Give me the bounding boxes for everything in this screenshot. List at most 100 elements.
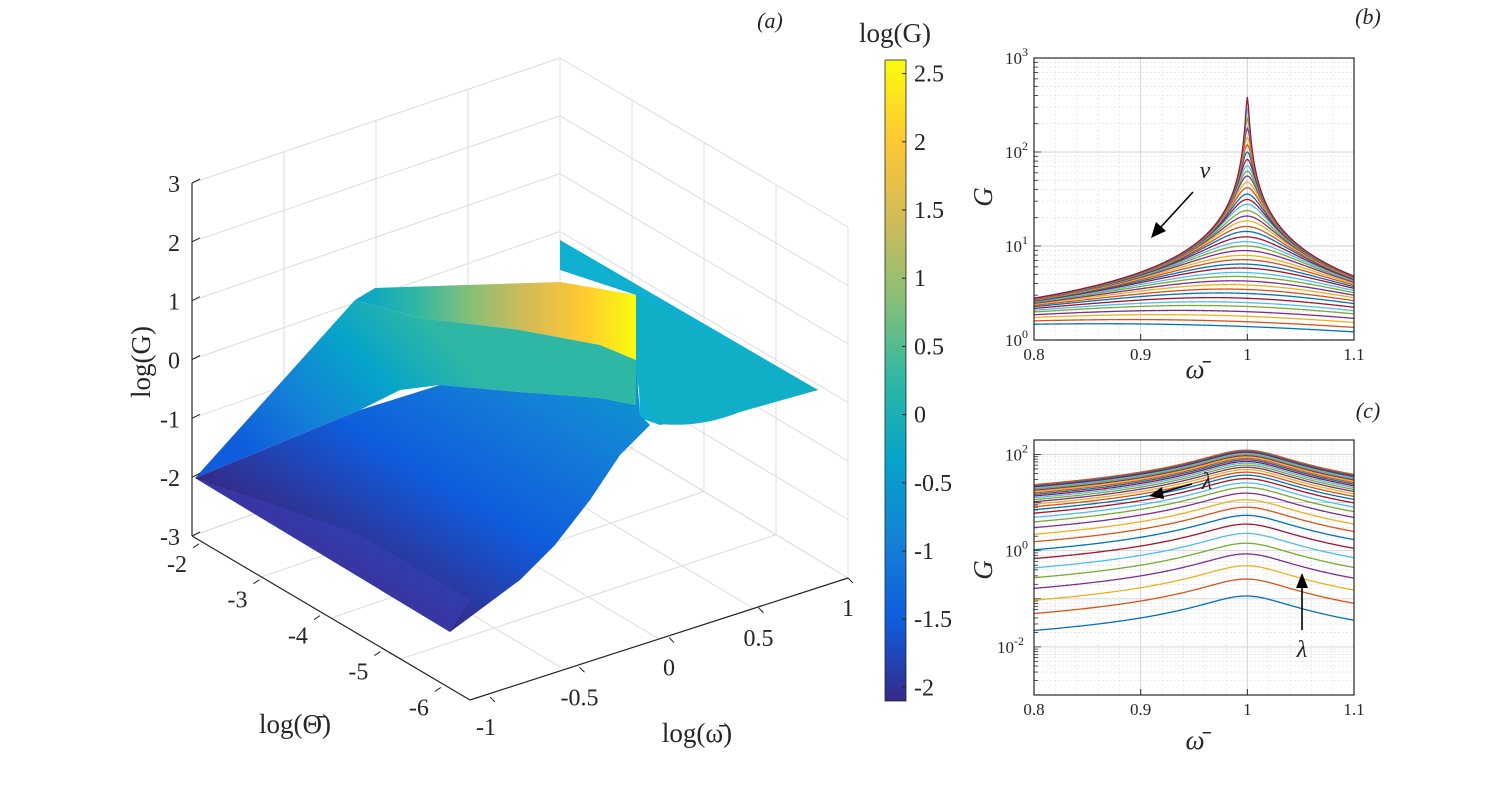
panel-b-series-line (1034, 296, 1354, 310)
colorbar: 2.5 2 1.5 1 0.5 0 -0.5 -1 -1.5 -2 log(G) (859, 18, 952, 702)
z-tick-mark (191, 531, 201, 537)
panel-c-series-line (1034, 471, 1354, 508)
colorbar-tick-label: -1 (914, 539, 934, 565)
panel-b-series-line (1034, 304, 1354, 315)
panel-c-series-line (1034, 578, 1354, 615)
nu-arrow (1151, 191, 1194, 238)
y-tick-base: 10 (1005, 143, 1022, 162)
theta-axis-label: log(Θ̄) (259, 709, 331, 739)
surface-slope (195, 300, 636, 478)
y-tick-label: 100 (1005, 327, 1028, 350)
colorbar-tick-label: 0.5 (914, 334, 944, 360)
omega-tick-label: 1 (842, 596, 854, 622)
panel-b-x-ticks: 0.8 0.9 1 1.1 (1023, 334, 1365, 364)
omega-tick-label: -0.5 (561, 685, 599, 711)
panel-c-series-line (1034, 486, 1354, 523)
y-tick-base: 10 (997, 638, 1014, 657)
panel-b-series-line (1034, 275, 1354, 304)
omega-tick-label: 0 (663, 656, 675, 682)
theta-tick-mark (313, 615, 321, 621)
panel-c-series-line (1034, 468, 1354, 505)
panel-c-series-line (1034, 460, 1354, 497)
colorbar-ticks: 2.5 2 1.5 1 0.5 0 -0.5 -1 -1.5 -2 (902, 62, 952, 701)
panel-c-series-line (1034, 455, 1354, 491)
z-axis-label: log(G) (126, 326, 156, 398)
theta-tick-mark (374, 651, 381, 656)
x-tick-label: 1 (1243, 345, 1252, 364)
panel-b-series-line (1034, 96, 1354, 299)
panel-b-series-line (1034, 292, 1354, 308)
panel-c-series-line (1034, 462, 1354, 499)
omega-axis-label: log(ω̄) (662, 718, 732, 748)
panel-b-series-line (1034, 267, 1354, 302)
z-tick-mark (191, 296, 201, 302)
y-tick-label: 103 (1005, 45, 1028, 68)
y-tick-base: 10 (1005, 331, 1022, 350)
theta-tick-label: -4 (288, 624, 308, 650)
y-tick-base: 10 (1005, 542, 1022, 561)
panel-b-series-line (1034, 263, 1354, 302)
x-tick-label: 0.8 (1023, 345, 1044, 364)
lambda-annotation-top: λ (1201, 469, 1212, 495)
panel-c-series-line (1034, 595, 1354, 632)
omega-tick-label: 0.5 (744, 626, 774, 652)
z-tick-label: -3 (160, 525, 180, 551)
y-tick-label: 10-2 (997, 634, 1024, 657)
panel-c-series-line (1034, 492, 1354, 529)
panel-c-series-line (1034, 499, 1354, 535)
colorbar-tick-label: -2 (914, 675, 934, 701)
z-tick-mark (191, 178, 201, 184)
panel-b-series-line (1034, 288, 1354, 307)
x-tick-label: 0.9 (1130, 700, 1151, 719)
omega-tick-mark (847, 577, 854, 584)
lambda-annotation-bottom: λ (1296, 637, 1307, 663)
y-tick-exp: 3 (1022, 45, 1028, 59)
y-tick-label: 100 (1005, 538, 1028, 561)
panel-b-series-line (1034, 280, 1354, 304)
panel-c-tag: (c) (1356, 398, 1380, 423)
x-tick-label: 0.9 (1130, 345, 1151, 364)
panel-c-series-line (1034, 459, 1354, 496)
theta-tick-label: -6 (409, 695, 429, 721)
panel-c-series-line (1034, 523, 1354, 560)
z-axis-ticks: 3 2 1 0 -1 -2 -3 (160, 172, 201, 551)
panel-b-frame (1033, 57, 1355, 341)
panel-c-series-line (1034, 457, 1354, 494)
omega-tick-mark (489, 696, 496, 703)
nu-annotation: ν (1200, 158, 1211, 184)
panel-c-series-line (1034, 449, 1354, 486)
omega-tick-mark (758, 607, 764, 614)
omega-tick-mark (668, 637, 675, 643)
z-tick-label: 2 (168, 231, 180, 257)
surface-mesh (195, 240, 818, 632)
surface-front-face (195, 360, 650, 632)
panel-c-series-line (1034, 532, 1354, 569)
panel-b-x-label: ω̄ (1185, 354, 1211, 384)
panel-c-x-label: ω̄ (1185, 725, 1211, 755)
panel-c-series-line (1034, 474, 1354, 511)
y-tick-base: 10 (1005, 445, 1022, 464)
lambda-arrow-top (1149, 483, 1193, 499)
colorbar-gradient (884, 59, 907, 702)
panel-c-x-ticks: 0.8 0.9 1 1.1 (1023, 689, 1365, 719)
theta-axis-ticks: -2 -3 -4 -5 -6 (167, 543, 442, 721)
colorbar-tick-label: 2 (914, 130, 926, 156)
panel-b-series-line (1034, 323, 1354, 333)
theta-tick-label: -5 (348, 660, 368, 686)
theta-tick-mark (434, 687, 442, 692)
colorbar-tick-label: 1 (914, 266, 926, 292)
z-tick-mark (191, 413, 201, 419)
y-tick-label: 102 (1005, 139, 1028, 162)
panel-c-series-line (1034, 452, 1354, 489)
y-tick-exp: 2 (1022, 139, 1028, 153)
y-tick-exp: 2 (1022, 441, 1028, 455)
colorbar-title: log(G) (859, 18, 931, 48)
panel-b-series-line (1034, 271, 1354, 303)
x-tick-label: 1 (1243, 700, 1252, 719)
omega-tick-mark (579, 666, 585, 673)
surface-ridge (355, 282, 636, 360)
